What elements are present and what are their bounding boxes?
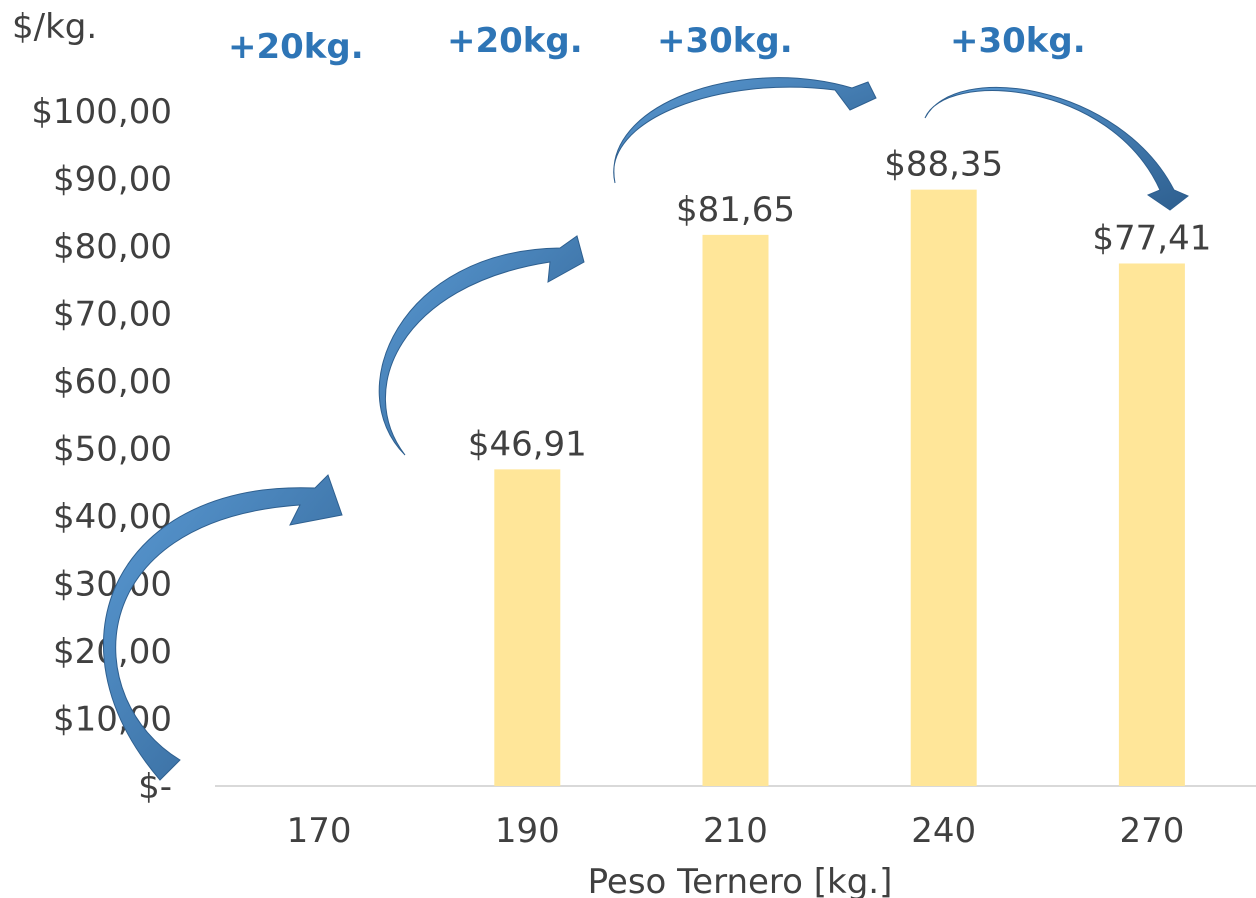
x-axis-ticks: 170 190 210 240 270 <box>287 811 1185 851</box>
y-tick-label: $70,00 <box>53 295 172 335</box>
y-tick-label: $60,00 <box>53 362 172 402</box>
bar <box>1118 263 1185 786</box>
data-label: $88,35 <box>884 145 1003 185</box>
data-labels: $46,91 $81,65 $88,35 $77,41 <box>468 145 1212 465</box>
y-tick-label: $50,00 <box>53 430 172 470</box>
curved-arrow-icon <box>613 77 877 184</box>
curved-arrow-icon <box>924 87 1189 211</box>
x-tick-label: 270 <box>1119 811 1184 851</box>
annotation-label-4: +30kg. <box>950 21 1086 61</box>
bar <box>910 189 977 786</box>
y-tick-label: $40,00 <box>53 497 172 537</box>
x-tick-label: 210 <box>703 811 768 851</box>
curved-arrow-icon <box>378 235 585 456</box>
x-axis-title: Peso Ternero [kg.] <box>588 862 893 898</box>
bar <box>494 469 561 786</box>
annotation-label-3: +30kg. <box>657 21 793 61</box>
x-tick-label: 170 <box>287 811 352 851</box>
y-tick-label: $80,00 <box>53 227 172 267</box>
y-tick-label: $100,00 <box>31 92 172 132</box>
bars <box>494 189 1185 787</box>
x-tick-label: 190 <box>495 811 560 851</box>
y-axis-ticks: $-$10,00$20,00$30,00$40,00$50,00$60,00$7… <box>31 92 172 807</box>
data-label: $46,91 <box>468 424 587 464</box>
data-label: $77,41 <box>1092 218 1211 258</box>
y-axis-unit-label: $/kg. <box>12 7 97 47</box>
annotation-label-1: +20kg. <box>228 27 364 67</box>
bar <box>702 234 769 787</box>
x-tick-label: 240 <box>911 811 976 851</box>
y-tick-label: $10,00 <box>53 700 172 740</box>
y-tick-label: $90,00 <box>53 160 172 200</box>
curved-arrow-icon <box>103 474 343 781</box>
data-label: $81,65 <box>676 190 795 230</box>
annotation-label-2: +20kg. <box>447 21 583 61</box>
